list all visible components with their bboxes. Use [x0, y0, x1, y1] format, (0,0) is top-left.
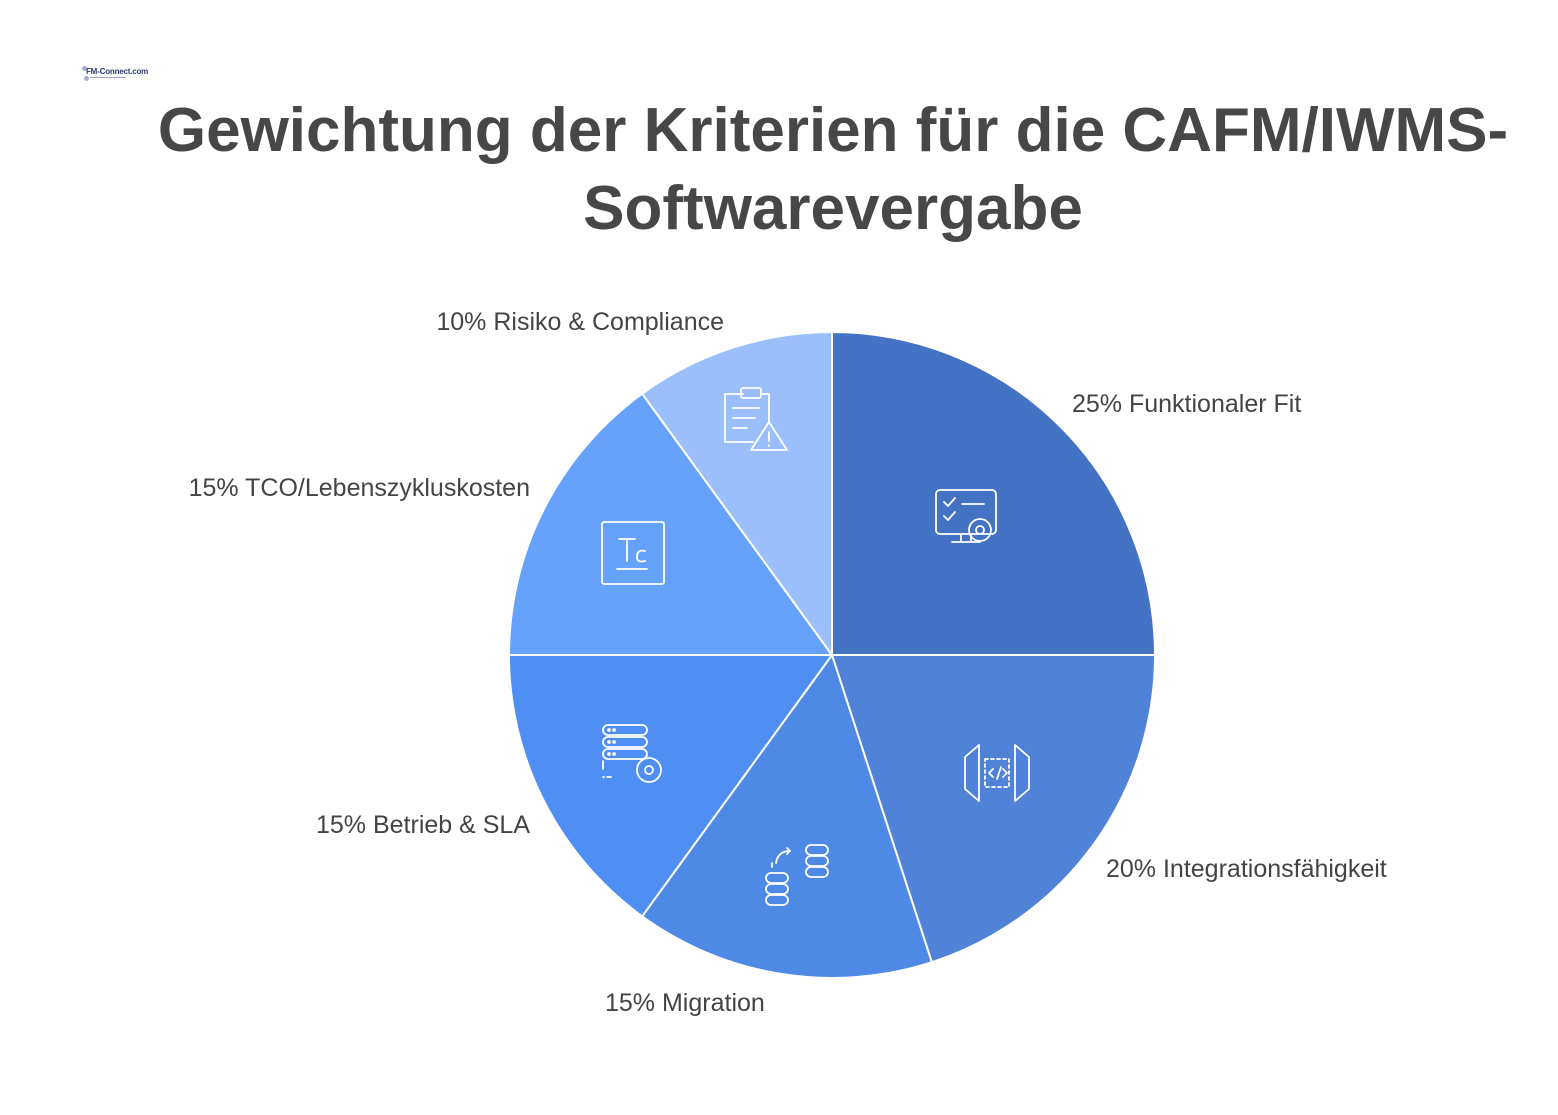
slice-label-3: 15% Migration — [605, 989, 765, 1017]
clipboard-warning-icon — [724, 387, 788, 451]
slice-label-4: 15% Betrieb & SLA — [316, 811, 530, 839]
slice-label-1: 25% Funktionaler Fit — [1072, 390, 1301, 418]
logo-text: FM-Connect.com — [86, 67, 149, 76]
server-gear-icon — [602, 724, 662, 783]
slice-labels: 25% Funktionaler Fit 20% Integrationsfähi… — [189, 308, 1387, 1017]
pie-slice-3 — [641, 654, 933, 979]
brand-logo: FM-Connect.com — [80, 62, 148, 86]
pie-slice-2 — [831, 654, 1156, 964]
tco-cost-icon — [601, 521, 665, 585]
pie-slice-6 — [641, 331, 833, 656]
code-integration-icon — [964, 744, 1030, 802]
slice-label-5: 15% TCO/Lebenszykluskosten — [189, 474, 530, 502]
pie-slices — [508, 331, 1156, 979]
chart-title-line-2: Softwarevergabe — [583, 174, 1083, 243]
pie-slice-4 — [508, 654, 833, 918]
pie-slice-1 — [831, 331, 1156, 656]
chart-title: Gewichtung der Kriterien für die CAFM/IW… — [100, 92, 1558, 248]
logo-dot — [82, 66, 87, 71]
monitor-checklist-gear-icon — [935, 489, 997, 543]
slice-label-2: 20% Integrationsfähigkeit — [1106, 855, 1387, 883]
logo-dot — [84, 76, 89, 81]
logo-underline — [90, 77, 126, 78]
slice-label-6: 10% Risiko & Compliance — [436, 308, 724, 336]
slice-icons — [601, 387, 1030, 906]
pie-slice-5 — [508, 392, 833, 656]
database-transfer-icon — [765, 844, 829, 906]
chart-title-line-1: Gewichtung der Kriterien für die CAFM/IW… — [157, 96, 1509, 165]
